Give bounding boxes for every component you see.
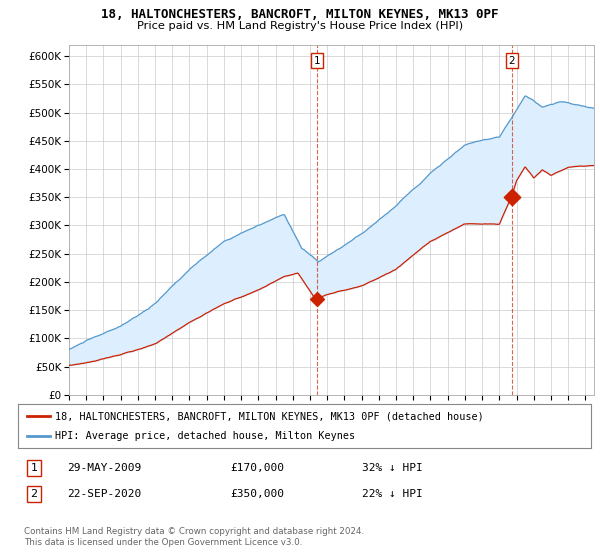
Point (507, 193, 517, 202)
Text: £350,000: £350,000 (230, 489, 284, 499)
Text: 2: 2 (508, 55, 515, 66)
Text: 2: 2 (31, 489, 38, 499)
Text: 1: 1 (314, 55, 320, 66)
Text: 32% ↓ HPI: 32% ↓ HPI (362, 463, 422, 473)
Text: 29-MAY-2009: 29-MAY-2009 (67, 463, 141, 473)
Text: 18, HALTONCHESTERS, BANCROFT, MILTON KEYNES, MK13 0PF (detached house): 18, HALTONCHESTERS, BANCROFT, MILTON KEY… (55, 411, 484, 421)
Text: £170,000: £170,000 (230, 463, 284, 473)
Text: 22% ↓ HPI: 22% ↓ HPI (362, 489, 422, 499)
Point (312, 295, 322, 304)
Text: 18, HALTONCHESTERS, BANCROFT, MILTON KEYNES, MK13 0PF: 18, HALTONCHESTERS, BANCROFT, MILTON KEY… (101, 8, 499, 21)
Text: 1: 1 (31, 463, 38, 473)
Text: HPI: Average price, detached house, Milton Keynes: HPI: Average price, detached house, Milt… (55, 431, 355, 441)
Text: 22-SEP-2020: 22-SEP-2020 (67, 489, 141, 499)
Text: Contains HM Land Registry data © Crown copyright and database right 2024.
This d: Contains HM Land Registry data © Crown c… (24, 527, 364, 547)
Text: Price paid vs. HM Land Registry's House Price Index (HPI): Price paid vs. HM Land Registry's House … (137, 21, 463, 31)
